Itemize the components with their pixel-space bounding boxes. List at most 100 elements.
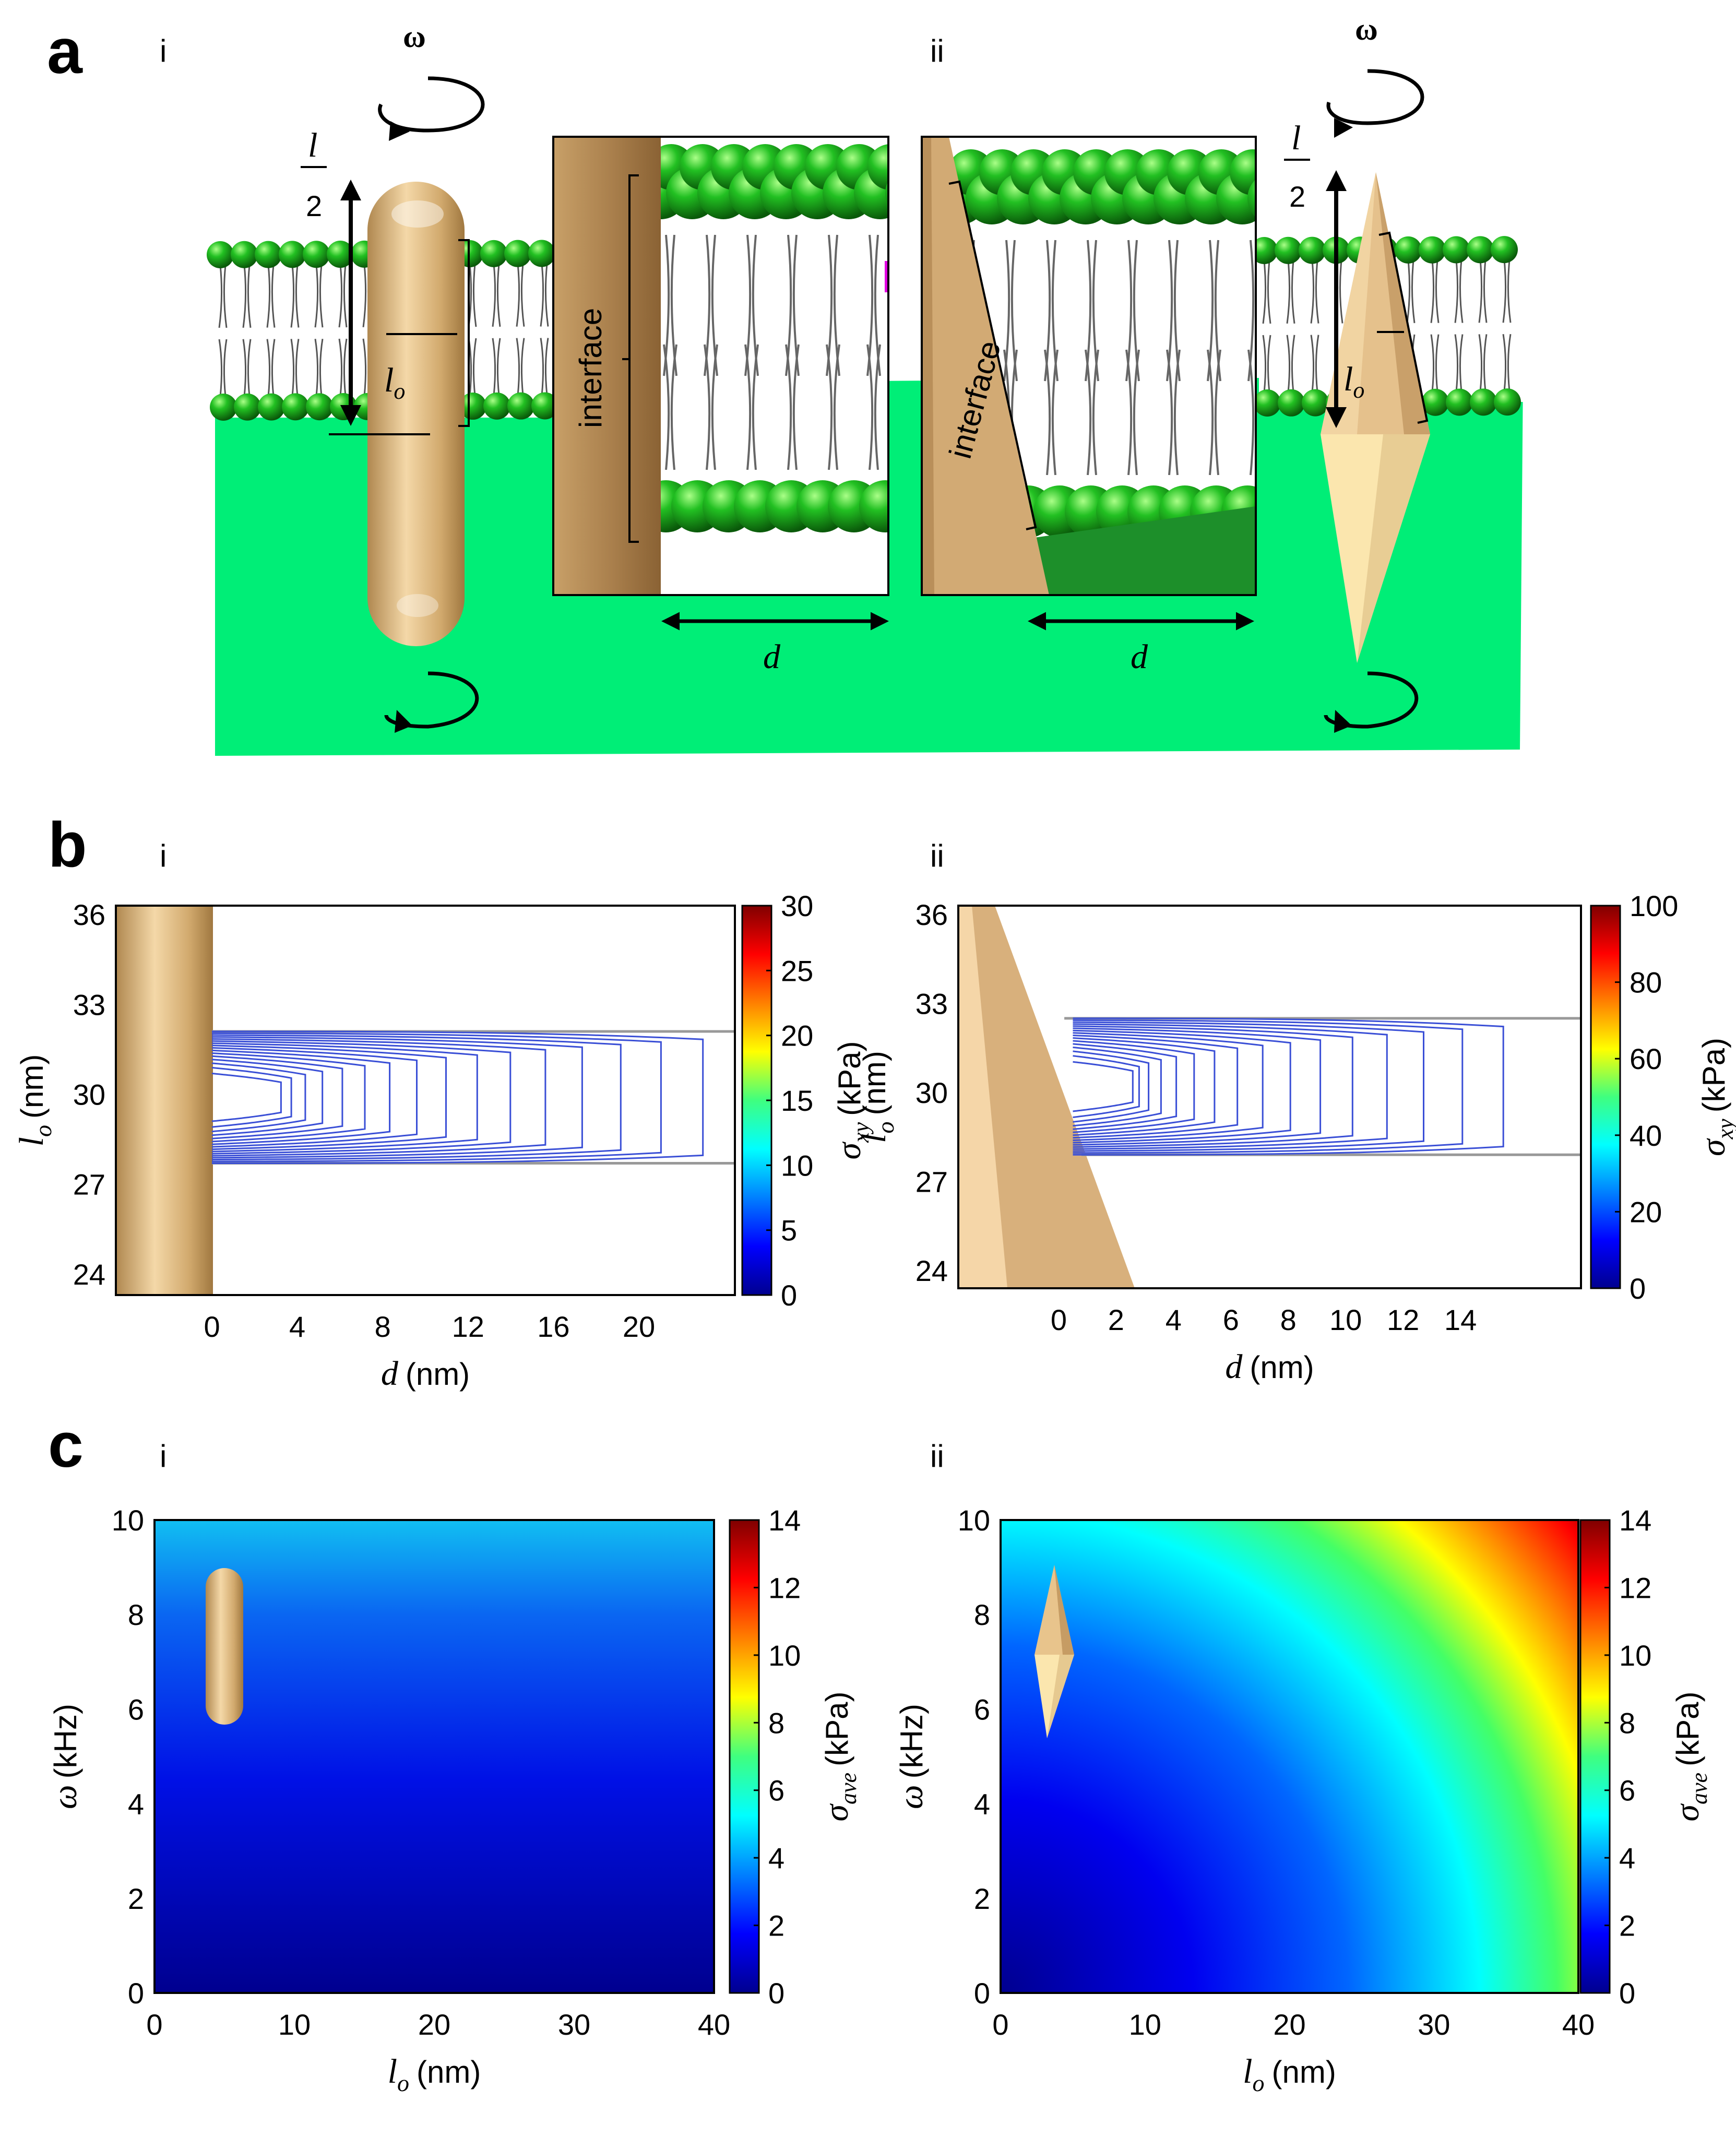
panel-label-a: a xyxy=(47,16,83,87)
contour-line xyxy=(1073,1027,1322,1146)
contour-line xyxy=(211,1073,282,1122)
colorbar-tick-label: 2 xyxy=(768,1909,784,1942)
y-tick-label: 10 xyxy=(958,1504,990,1537)
sublabel-b-i: i xyxy=(160,838,167,873)
x-tick-label: 0 xyxy=(1051,1303,1067,1336)
chart-b-i: 0 4 8 12 16 20 24 27 30 33 36 d (nm) lo(nm) 0 5 10 15 20 2… xyxy=(13,889,874,1393)
bipyramid-annotations xyxy=(1326,170,1429,428)
sublabel-a-i: i xyxy=(160,33,167,68)
contour-line xyxy=(211,1034,622,1161)
contour-line xyxy=(211,1040,512,1155)
contour-line xyxy=(211,1055,343,1139)
y-tick-label: 2 xyxy=(128,1882,144,1915)
contour-line xyxy=(1073,1055,1140,1118)
colorbar-tick-label: 6 xyxy=(1619,1774,1635,1807)
y-tick-label: 24 xyxy=(73,1258,105,1291)
colorbar-tick-label: 8 xyxy=(1619,1706,1635,1739)
bipyramid-icon xyxy=(1035,1565,1074,1738)
y-axis-label: ω(kHz) xyxy=(892,1704,930,1809)
contour-line xyxy=(1073,1019,1464,1154)
y-tick-label: 0 xyxy=(974,1977,990,2010)
y-tick-label: 8 xyxy=(974,1598,990,1631)
panel-label-b: b xyxy=(48,809,87,880)
zoom-box-ii-frame xyxy=(921,136,1257,596)
colorbar-tick-label: 14 xyxy=(768,1504,801,1537)
colorbar-tick-label: 4 xyxy=(768,1842,784,1874)
x-tick-label: 40 xyxy=(1562,2008,1595,2041)
bipyramid-cross-section xyxy=(958,906,1135,1288)
half-length-2-ii: 2 xyxy=(1289,180,1305,213)
y-tick-label: 33 xyxy=(73,988,105,1021)
colorbar-tick-label: 0 xyxy=(1630,1272,1646,1305)
y-tick-label: 33 xyxy=(915,988,948,1020)
colorbar xyxy=(729,1519,760,1994)
gold-nanorod xyxy=(367,182,465,646)
zoom-box-ii xyxy=(922,137,1256,595)
rotation-arrow-bottom-i xyxy=(384,671,479,733)
x-tick-label: 20 xyxy=(418,2008,450,2041)
sublabel-c-ii: ii xyxy=(930,1439,944,1474)
y-tick-label: 30 xyxy=(73,1078,105,1111)
y-tick-label: 0 xyxy=(128,1977,144,2010)
heatmap-c-i xyxy=(154,1520,714,1993)
y-axis-label: ω(kHz) xyxy=(46,1704,84,1809)
rotation-arrow-top-ii xyxy=(1326,69,1424,138)
colorbar-tick-label: 4 xyxy=(1619,1842,1635,1874)
colorbar-tick-label: 40 xyxy=(1630,1119,1662,1152)
contour-line xyxy=(1073,1035,1239,1139)
x-tick-label: 30 xyxy=(558,2008,590,2041)
sublabel-b-ii: ii xyxy=(930,838,944,873)
colorbar-tick-label: 2 xyxy=(1619,1909,1635,1942)
y-tick-label: 30 xyxy=(915,1076,948,1109)
contour-line xyxy=(1073,1021,1424,1152)
colorbar-tick-label: 80 xyxy=(1630,966,1662,999)
contour-line xyxy=(211,1052,366,1143)
interface-label-i: interface xyxy=(573,308,608,428)
half-length-l: l xyxy=(308,126,317,164)
contour-line xyxy=(1073,1037,1216,1136)
x-axis-label: lo (nm) xyxy=(1243,2052,1336,2096)
x-tick-label: 12 xyxy=(1387,1303,1419,1336)
x-axis-label: d (nm) xyxy=(1225,1348,1314,1386)
contour-line xyxy=(211,1047,418,1148)
colorbar-tick-label: 30 xyxy=(781,889,813,922)
contour-line xyxy=(1073,1025,1353,1148)
lo-label-ii: lo xyxy=(1343,360,1364,403)
x-tick-label: 40 xyxy=(698,2008,730,2041)
rotation-arrow-bottom-ii xyxy=(1324,671,1419,733)
contour-line xyxy=(1073,1023,1388,1150)
heatmap-c-ii xyxy=(1001,1520,1578,1993)
colorbar-tick-label: 12 xyxy=(1619,1571,1651,1604)
rod-annotations xyxy=(329,180,470,435)
contour-line xyxy=(1073,1040,1195,1133)
x-tick-label: 14 xyxy=(1444,1303,1477,1336)
y-tick-label: 6 xyxy=(974,1693,990,1726)
contour-line xyxy=(211,1062,306,1133)
distance-label-i: d xyxy=(763,638,781,676)
x-tick-label: 16 xyxy=(537,1310,569,1343)
panel-label-c: c xyxy=(48,1409,84,1480)
contour-line xyxy=(1073,1061,1134,1112)
contour-line xyxy=(1073,1029,1291,1144)
x-tick-label: 8 xyxy=(1280,1303,1297,1336)
x-tick-label: 4 xyxy=(289,1310,305,1343)
x-axis-label: lo (nm) xyxy=(388,2052,481,2096)
colorbar-tick-label: 0 xyxy=(781,1279,797,1312)
y-tick-label: 27 xyxy=(73,1168,105,1201)
colorbar-label: σxy(kPa) xyxy=(1694,1038,1736,1156)
x-tick-label: 4 xyxy=(1166,1303,1182,1336)
colorbar-tick-label: 0 xyxy=(768,1977,784,2010)
x-tick-label: 6 xyxy=(1223,1303,1239,1336)
colorbar xyxy=(1579,1519,1611,1994)
colorbar-tick-label: 60 xyxy=(1630,1042,1662,1075)
omega-label-ii: ω xyxy=(1355,12,1378,46)
x-tick-label: 0 xyxy=(146,2008,162,2041)
colorbar-tick-label: 14 xyxy=(1619,1504,1651,1537)
y-axis-label: lo(nm) xyxy=(855,1051,899,1143)
rotation-arrow-top-i xyxy=(378,76,485,141)
colorbar-tick-label: 6 xyxy=(768,1774,784,1807)
